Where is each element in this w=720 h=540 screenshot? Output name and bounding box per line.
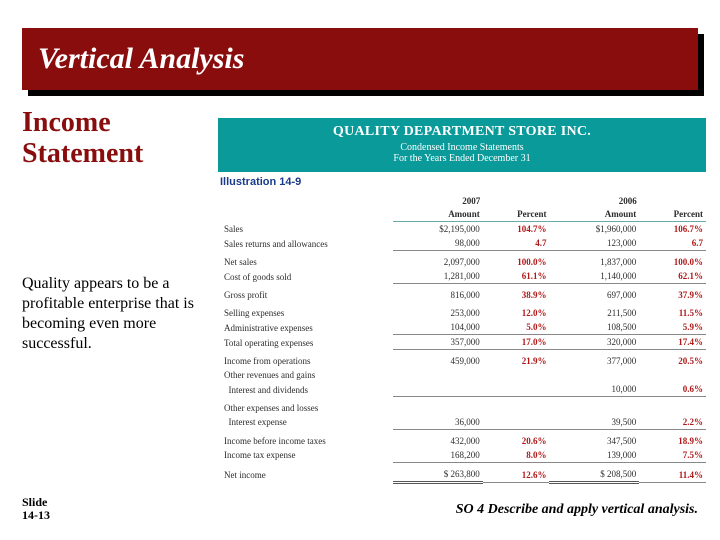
col-amount-2: Amount	[549, 207, 639, 222]
table-body: Sales$2,195,000104.7%$1,960,000106.7% Sa…	[218, 222, 706, 483]
slide-label: Slide	[22, 496, 50, 509]
table-row: Selling expenses253,00012.0%211,50011.5%	[218, 302, 706, 320]
illustration-label: Illustration 14-9	[220, 176, 301, 188]
col-percent-1: Percent	[483, 207, 550, 222]
panel-header: QUALITY DEPARTMENT STORE INC. Condensed …	[218, 118, 706, 172]
subtitle-line1: Income	[22, 108, 143, 139]
table-row: Sales returns and allowances98,0004.7123…	[218, 236, 706, 251]
period: For the Years Ended December 31	[222, 153, 702, 164]
slide-number: Slide 14-13	[22, 496, 50, 522]
table-row: Other revenues and gains	[218, 368, 706, 382]
table-row: Net income$ 263,80012.6%$ 208,50011.4%	[218, 462, 706, 482]
table-row: Cost of goods sold1,281,00061.1%1,140,00…	[218, 269, 706, 284]
col-amount-1: Amount	[393, 207, 483, 222]
table-row: Income before income taxes432,00020.6%34…	[218, 429, 706, 448]
year-2007: 2007	[393, 172, 550, 207]
title-text: Vertical Analysis	[38, 42, 244, 76]
table-row: Sales$2,195,000104.7%$1,960,000106.7%	[218, 222, 706, 237]
col-percent-2: Percent	[639, 207, 706, 222]
table-row: Income from operations459,00021.9%377,00…	[218, 350, 706, 369]
title-box: Vertical Analysis	[22, 28, 698, 90]
table-row: Other expenses and losses	[218, 397, 706, 415]
income-table: 2007 2006 Amount Percent Amount Percent …	[218, 172, 706, 484]
subtitle-line2: Statement	[22, 139, 143, 170]
title-block: Vertical Analysis	[22, 28, 698, 90]
subtitle: Income Statement	[22, 108, 143, 170]
company-name: QUALITY DEPARTMENT STORE INC.	[222, 124, 702, 140]
statement-panel: QUALITY DEPARTMENT STORE INC. Condensed …	[218, 118, 706, 484]
table-row: Total operating expenses357,00017.0%320,…	[218, 335, 706, 350]
table-row: Net sales2,097,000100.0%1,837,000100.0%	[218, 251, 706, 270]
statement-type: Condensed Income Statements	[222, 142, 702, 153]
study-objective: SO 4 Describe and apply vertical analysi…	[456, 502, 698, 518]
table-row: Interest and dividends10,0000.6%	[218, 382, 706, 397]
year-2006: 2006	[549, 172, 706, 207]
table-row: Gross profit816,00038.9%697,00037.9%	[218, 284, 706, 303]
table-row: Income tax expense168,2008.0%139,0007.5%	[218, 448, 706, 463]
slide-num-value: 14-13	[22, 509, 50, 522]
body-text: Quality appears to be a profitable enter…	[22, 274, 212, 354]
table-row: Administrative expenses104,0005.0%108,50…	[218, 320, 706, 335]
table-row: Interest expense36,00039,5002.2%	[218, 415, 706, 430]
